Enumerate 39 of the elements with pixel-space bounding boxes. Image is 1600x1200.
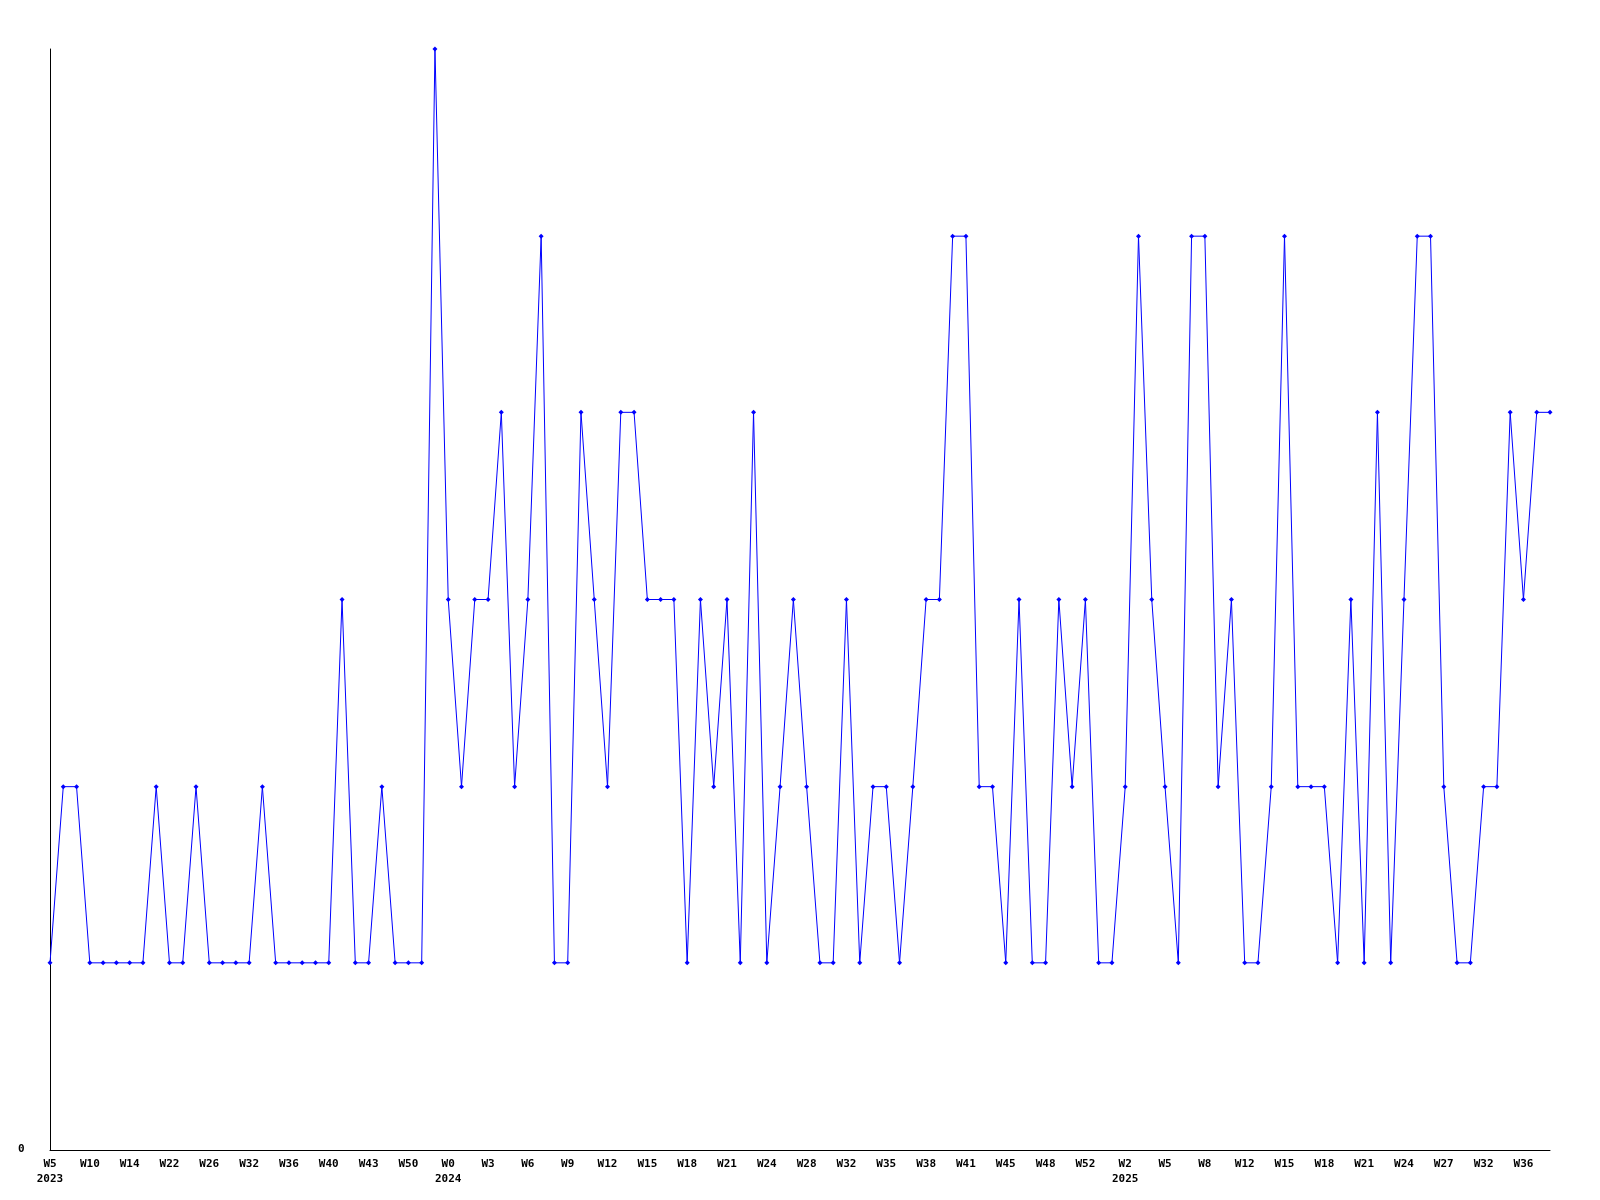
- x-tick-label: W32: [239, 1157, 260, 1170]
- x-tick-label: W32: [1473, 1157, 1494, 1170]
- x-tick-label: W6: [521, 1157, 535, 1170]
- x-tick-label: W9: [561, 1157, 575, 1170]
- x-tick-label: W35: [876, 1157, 897, 1170]
- x-tick-label: W12: [1234, 1157, 1255, 1170]
- x-tick-label: W45: [995, 1157, 1016, 1170]
- x-tick-label: W36: [1513, 1157, 1534, 1170]
- x-tick-label: W5 2023: [36, 1157, 64, 1185]
- x-tick-label: W48: [1035, 1157, 1056, 1170]
- x-tick-label: W8: [1198, 1157, 1212, 1170]
- x-tick-label: W24: [1394, 1157, 1415, 1170]
- x-tick-label: W22: [159, 1157, 180, 1170]
- x-tick-label: W15: [1274, 1157, 1295, 1170]
- x-tick-label: W26: [199, 1157, 220, 1170]
- text: 0: [18, 1142, 25, 1155]
- x-tick-label: W10: [79, 1157, 100, 1170]
- x-tick-label: W14: [119, 1157, 140, 1170]
- x-tick-label: W41: [955, 1157, 977, 1170]
- x-tick-label: W15: [637, 1157, 658, 1170]
- x-tick-label: W18: [677, 1157, 698, 1170]
- x-tick-label: W50: [398, 1157, 419, 1170]
- x-tick-label: W21: [717, 1157, 738, 1170]
- x-tick-label: W38: [916, 1157, 937, 1170]
- x-tick-label: W36: [279, 1157, 300, 1170]
- x-tick-label: W43: [358, 1157, 379, 1170]
- x-tick-label: W24: [756, 1157, 778, 1170]
- x-tick-label: W5: [1158, 1157, 1172, 1170]
- x-tick-label: W40: [318, 1157, 339, 1170]
- x-tick-label: W12: [597, 1157, 618, 1170]
- x-tick-label: W2 2025: [1111, 1157, 1139, 1185]
- x-tick-label: W52: [1075, 1157, 1096, 1170]
- x-tick-label: W32: [836, 1157, 857, 1170]
- x-tick-label: W27: [1433, 1157, 1454, 1170]
- x-tick-label: W3: [481, 1157, 495, 1170]
- x-tick-label: W21: [1354, 1157, 1375, 1170]
- x-tick-label: W18: [1314, 1157, 1335, 1170]
- x-tick-label: W28: [796, 1157, 817, 1170]
- x-tick-label: W0 2024: [434, 1157, 462, 1185]
